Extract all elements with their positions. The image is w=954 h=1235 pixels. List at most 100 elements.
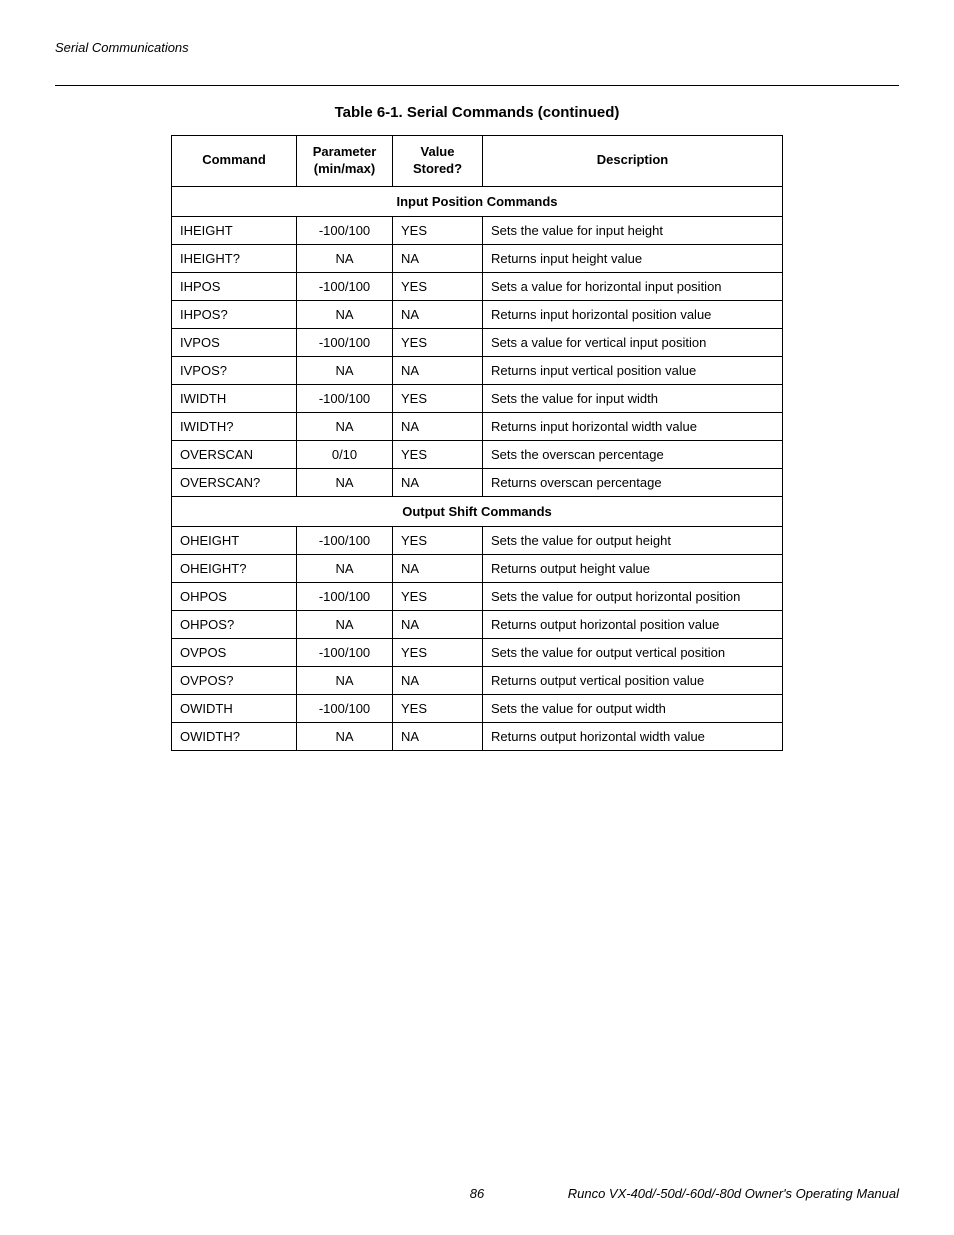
cell-value-stored: YES bbox=[393, 638, 483, 666]
table-row: OVPOS-100/100YESSets the value for outpu… bbox=[172, 638, 783, 666]
col-header-parameter: Parameter (min/max) bbox=[297, 136, 393, 187]
cell-value-stored: NA bbox=[393, 412, 483, 440]
cell-command: IHPOS bbox=[172, 272, 297, 300]
table-row: IHEIGHT?NANAReturns input height value bbox=[172, 244, 783, 272]
cell-command: OHPOS bbox=[172, 582, 297, 610]
table-row: IWIDTH-100/100YESSets the value for inpu… bbox=[172, 384, 783, 412]
cell-command: OHPOS? bbox=[172, 610, 297, 638]
cell-command: OVPOS? bbox=[172, 666, 297, 694]
cell-command: OWIDTH bbox=[172, 694, 297, 722]
cell-parameter: NA bbox=[297, 554, 393, 582]
running-header: Serial Communications bbox=[55, 40, 899, 55]
cell-value-stored: NA bbox=[393, 722, 483, 750]
cell-command: OHEIGHT bbox=[172, 526, 297, 554]
cell-command: OVPOS bbox=[172, 638, 297, 666]
cell-command: IHPOS? bbox=[172, 300, 297, 328]
cell-command: IVPOS bbox=[172, 328, 297, 356]
cell-parameter: -100/100 bbox=[297, 582, 393, 610]
section-heading-cell: Input Position Commands bbox=[172, 186, 783, 216]
cell-command: OVERSCAN? bbox=[172, 468, 297, 496]
table-row: OVPOS?NANAReturns output vertical positi… bbox=[172, 666, 783, 694]
cell-value-stored: NA bbox=[393, 666, 483, 694]
cell-description: Sets the value for input width bbox=[483, 384, 783, 412]
table-row: IHPOS?NANAReturns input horizontal posit… bbox=[172, 300, 783, 328]
cell-description: Returns input vertical position value bbox=[483, 356, 783, 384]
table-row: OVERSCAN0/10YESSets the overscan percent… bbox=[172, 440, 783, 468]
cell-description: Returns output height value bbox=[483, 554, 783, 582]
cell-description: Sets the value for output vertical posit… bbox=[483, 638, 783, 666]
page-number: 86 bbox=[55, 1186, 899, 1201]
cell-parameter: 0/10 bbox=[297, 440, 393, 468]
section-heading-cell: Output Shift Commands bbox=[172, 496, 783, 526]
cell-description: Returns input height value bbox=[483, 244, 783, 272]
cell-parameter: -100/100 bbox=[297, 526, 393, 554]
serial-commands-table: Command Parameter (min/max) Value Stored… bbox=[171, 135, 783, 751]
cell-description: Sets the value for output width bbox=[483, 694, 783, 722]
cell-description: Returns output horizontal position value bbox=[483, 610, 783, 638]
cell-parameter: -100/100 bbox=[297, 272, 393, 300]
cell-value-stored: NA bbox=[393, 244, 483, 272]
section-heading-row: Output Shift Commands bbox=[172, 496, 783, 526]
cell-description: Sets the value for output horizontal pos… bbox=[483, 582, 783, 610]
header-rule bbox=[55, 85, 899, 86]
cell-command: OWIDTH? bbox=[172, 722, 297, 750]
table-header-row: Command Parameter (min/max) Value Stored… bbox=[172, 136, 783, 187]
cell-description: Returns output vertical position value bbox=[483, 666, 783, 694]
page: Serial Communications Table 6-1. Serial … bbox=[0, 0, 954, 1235]
cell-description: Sets the value for output height bbox=[483, 526, 783, 554]
cell-command: OVERSCAN bbox=[172, 440, 297, 468]
cell-command: OHEIGHT? bbox=[172, 554, 297, 582]
cell-parameter: NA bbox=[297, 244, 393, 272]
cell-parameter: NA bbox=[297, 666, 393, 694]
col-header-value-stored: Value Stored? bbox=[393, 136, 483, 187]
table-row: OVERSCAN?NANAReturns overscan percentage bbox=[172, 468, 783, 496]
cell-command: IHEIGHT bbox=[172, 216, 297, 244]
table-row: OWIDTH?NANAReturns output horizontal wid… bbox=[172, 722, 783, 750]
cell-command: IWIDTH? bbox=[172, 412, 297, 440]
cell-value-stored: NA bbox=[393, 610, 483, 638]
table-row: IHEIGHT-100/100YESSets the value for inp… bbox=[172, 216, 783, 244]
cell-description: Sets a value for horizontal input positi… bbox=[483, 272, 783, 300]
cell-parameter: -100/100 bbox=[297, 384, 393, 412]
cell-description: Sets the overscan percentage bbox=[483, 440, 783, 468]
col-header-command: Command bbox=[172, 136, 297, 187]
section-heading-row: Input Position Commands bbox=[172, 186, 783, 216]
cell-value-stored: YES bbox=[393, 216, 483, 244]
table-row: OHPOS?NANAReturns output horizontal posi… bbox=[172, 610, 783, 638]
table-row: IWIDTH?NANAReturns input horizontal widt… bbox=[172, 412, 783, 440]
table-body: Input Position CommandsIHEIGHT-100/100YE… bbox=[172, 186, 783, 750]
cell-parameter: -100/100 bbox=[297, 328, 393, 356]
cell-command: IVPOS? bbox=[172, 356, 297, 384]
table-row: OHEIGHT?NANAReturns output height value bbox=[172, 554, 783, 582]
table-row: IVPOS?NANAReturns input vertical positio… bbox=[172, 356, 783, 384]
cell-parameter: NA bbox=[297, 468, 393, 496]
cell-parameter: NA bbox=[297, 412, 393, 440]
cell-value-stored: NA bbox=[393, 468, 483, 496]
table-wrapper: Command Parameter (min/max) Value Stored… bbox=[55, 135, 899, 751]
cell-description: Sets the value for input height bbox=[483, 216, 783, 244]
cell-description: Returns input horizontal position value bbox=[483, 300, 783, 328]
cell-value-stored: NA bbox=[393, 356, 483, 384]
page-footer: 86 Runco VX-40d/-50d/-60d/-80d Owner's O… bbox=[55, 1186, 899, 1201]
cell-description: Sets a value for vertical input position bbox=[483, 328, 783, 356]
cell-command: IHEIGHT? bbox=[172, 244, 297, 272]
cell-parameter: -100/100 bbox=[297, 638, 393, 666]
table-row: OHPOS-100/100YESSets the value for outpu… bbox=[172, 582, 783, 610]
table-row: IVPOS-100/100YESSets a value for vertica… bbox=[172, 328, 783, 356]
cell-value-stored: YES bbox=[393, 440, 483, 468]
cell-parameter: NA bbox=[297, 610, 393, 638]
cell-parameter: -100/100 bbox=[297, 694, 393, 722]
col-header-description: Description bbox=[483, 136, 783, 187]
cell-value-stored: YES bbox=[393, 272, 483, 300]
cell-value-stored: YES bbox=[393, 694, 483, 722]
cell-description: Returns output horizontal width value bbox=[483, 722, 783, 750]
cell-value-stored: YES bbox=[393, 526, 483, 554]
cell-value-stored: YES bbox=[393, 328, 483, 356]
table-row: OWIDTH-100/100YESSets the value for outp… bbox=[172, 694, 783, 722]
table-row: IHPOS-100/100YESSets a value for horizon… bbox=[172, 272, 783, 300]
cell-description: Returns input horizontal width value bbox=[483, 412, 783, 440]
cell-parameter: NA bbox=[297, 300, 393, 328]
cell-value-stored: NA bbox=[393, 300, 483, 328]
cell-value-stored: YES bbox=[393, 384, 483, 412]
cell-value-stored: NA bbox=[393, 554, 483, 582]
